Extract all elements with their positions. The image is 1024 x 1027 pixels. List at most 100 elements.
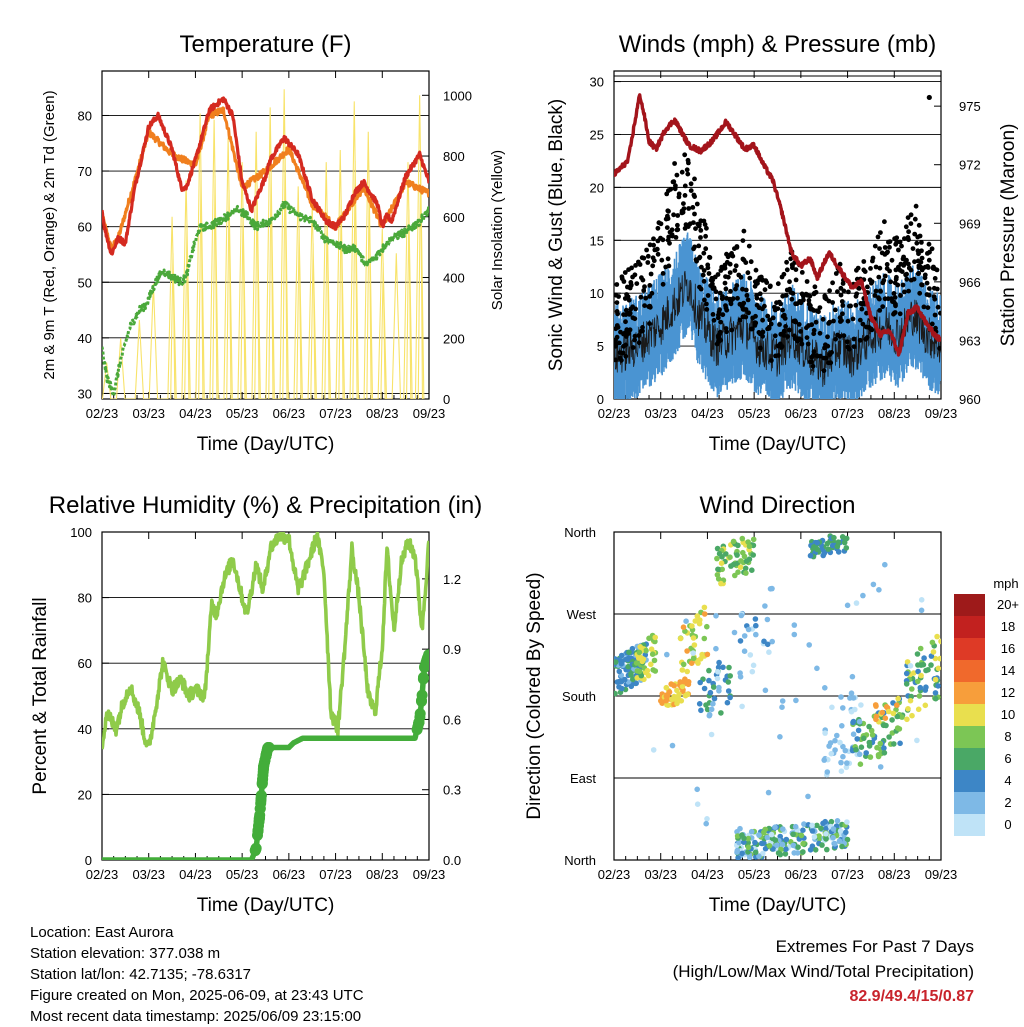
direction-point (626, 649, 632, 656)
direction-point (658, 698, 664, 704)
gust-point (711, 317, 717, 323)
gust-point (753, 313, 758, 319)
gust-point (868, 266, 873, 271)
direction-point (917, 684, 924, 691)
gust-point (906, 229, 911, 235)
direction-point (735, 855, 741, 860)
direction-point (904, 716, 910, 723)
gust-point (691, 192, 697, 198)
direction-point (704, 623, 710, 630)
direction-point (915, 706, 922, 713)
direction-point (928, 662, 934, 668)
direction-point (882, 715, 889, 721)
x-tick-label: 02/23 (598, 867, 631, 882)
gust-point (804, 335, 810, 340)
direction-point (727, 554, 733, 560)
direction-point (848, 708, 855, 715)
wind-mean-line (614, 270, 941, 387)
x-tick-label: 04/23 (691, 406, 724, 421)
direction-point (718, 560, 725, 566)
wind-direction-panel: 02/23 03/23 04/23 05/23 06/23 07/23 08/23 09/23… (524, 492, 1019, 916)
direction-point (614, 690, 618, 697)
gust-point (744, 293, 750, 298)
direction-point (748, 828, 755, 835)
x-tick-label: 03/23 (644, 406, 677, 421)
gust-point (708, 283, 714, 288)
y-tick-label: 25 (590, 127, 604, 142)
direction-point (628, 672, 634, 678)
colorbar-label: 16 (1001, 641, 1015, 656)
direction-point (738, 612, 745, 619)
chart-title: Relative Humidity (%) & Precipitation (i… (49, 492, 482, 519)
gust-point (630, 274, 635, 280)
gust-point (896, 247, 901, 253)
colorbar-label: 12 (1001, 685, 1015, 700)
gust-point (651, 258, 657, 264)
gust-point (932, 296, 938, 302)
y-tick-label: North (564, 525, 596, 540)
gust-point (757, 275, 763, 281)
gust-point (703, 233, 708, 239)
x-axis-label: Time (Day/UTC) (197, 434, 335, 455)
direction-point (706, 677, 712, 684)
gust-point (666, 208, 671, 214)
gust-point (873, 288, 879, 294)
direction-point (882, 561, 888, 568)
gust-point (866, 325, 872, 330)
gust-point (688, 188, 694, 194)
direction-point (714, 675, 721, 682)
x-axis-label: Time (Day/UTC) (197, 895, 335, 916)
gust-point (774, 300, 779, 306)
direction-point (735, 542, 741, 549)
gust-point (925, 265, 931, 270)
direction-point (664, 651, 670, 658)
winds-series (614, 93, 941, 399)
direction-point (915, 662, 921, 668)
direction-point (706, 712, 713, 719)
gust-point (732, 268, 738, 273)
gust-point (637, 262, 643, 267)
gust-point (837, 334, 843, 339)
direction-point (792, 823, 799, 830)
solar-insolation-line (102, 89, 425, 399)
td2m-line (102, 200, 429, 398)
y-tick-label: West (567, 607, 597, 622)
direction-point (830, 834, 836, 841)
gust-point (666, 234, 672, 240)
temperature-series (102, 89, 429, 399)
x-tick-label: 03/23 (132, 867, 165, 882)
gust-point (877, 246, 882, 252)
y2-tick-label: 1000 (443, 88, 472, 103)
gust-point (897, 239, 903, 245)
direction-point (633, 660, 640, 666)
gust-point (639, 275, 644, 281)
direction-point (798, 832, 805, 839)
gust-point (671, 212, 676, 218)
gust-point (647, 294, 653, 299)
direction-point (671, 693, 677, 700)
gust-point (754, 293, 759, 298)
direction-point (828, 818, 835, 825)
y-axis-label: 2m & 9m T (Red, Orange) & 2m Td (Green) (41, 90, 58, 379)
gust-point (741, 300, 747, 306)
gust-point (633, 306, 638, 312)
gust-point (745, 297, 751, 303)
gust-point (727, 261, 733, 267)
direction-point (752, 839, 758, 846)
gust-point (922, 275, 928, 281)
gust-point (912, 231, 918, 237)
gust-point (826, 360, 831, 366)
y-tick-label: 80 (78, 108, 92, 123)
extremes-box: Extremes For Past 7 Days (High/Low/Max W… (673, 934, 974, 1009)
gust-point (882, 252, 888, 257)
gust-point (840, 303, 846, 308)
gust-point (769, 358, 774, 363)
gust-point (767, 317, 773, 323)
direction-point (704, 706, 711, 713)
colorbar-swatch (954, 814, 985, 836)
direction-point (914, 737, 920, 744)
colorbar-label: 20+ (997, 597, 1019, 612)
gust-point (773, 353, 778, 359)
direction-point (739, 703, 745, 710)
direction-point (765, 789, 772, 796)
